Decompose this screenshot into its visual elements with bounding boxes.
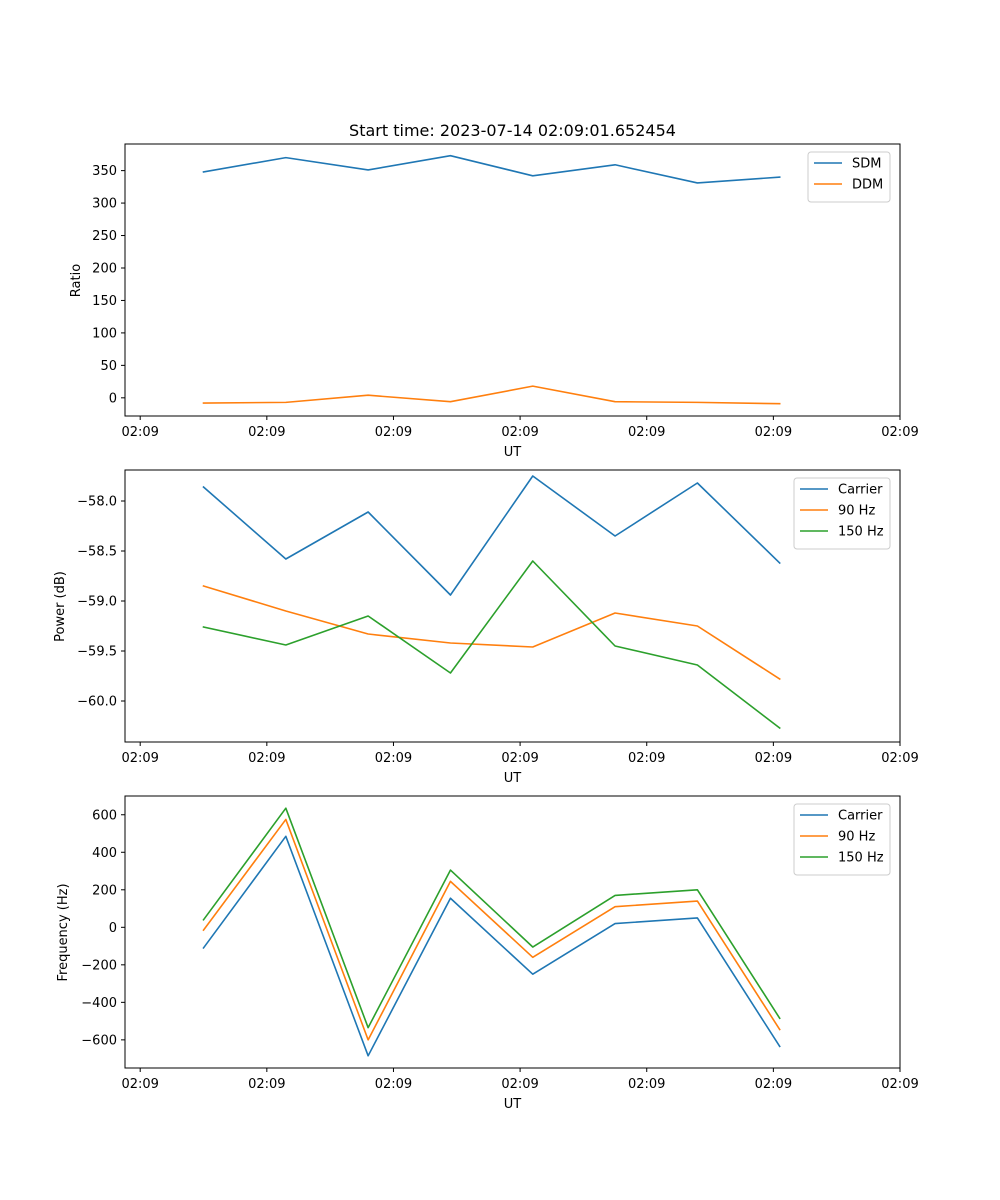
axes-frame [124,795,901,1069]
y-tick-label: 50 [100,359,117,374]
x-tick-label: 02:09 [501,425,538,440]
frequency-panel: UT Frequency (Hz) 02:09 02:09 02:09 02:09 02… [56,795,919,1112]
x-tick-label: 02:09 [121,425,158,440]
legend-label: DDM [852,178,883,193]
y-tick-label: 100 [92,326,117,341]
axes-frame [124,143,901,417]
legend-label: 90 Hz [838,830,875,845]
series-line-150-hz [202,807,781,1029]
y-tick-label: −59.0 [77,595,117,610]
x-tick-label: 02:09 [375,425,412,440]
series-line-90-hz [202,585,781,681]
series-line-ddm [202,385,781,405]
x-tick-label: 02:09 [881,425,918,440]
y-tick-label: 0 [109,391,117,406]
x-axis-label: UT [504,1097,522,1112]
x-tick-label: 02:09 [881,1077,918,1092]
x-tick-label: 02:09 [248,751,285,766]
y-tick-label: −58.0 [77,495,117,510]
legend-label: Carrier [838,483,883,498]
y-tick-label: 600 [92,808,117,823]
ratio-panel: Start time: 2023-07-14 02:09:01.652454 U… [69,121,919,460]
y-axis-label: Frequency (Hz) [56,883,71,981]
y-tick-label: 200 [92,261,117,276]
x-tick-label: 02:09 [628,425,665,440]
legend-label: Carrier [838,809,883,824]
x-tick-label: 02:09 [501,1077,538,1092]
x-axis-label: UT [504,771,522,786]
y-tick-label: 200 [92,883,117,898]
y-tick-label: −200 [81,958,117,973]
series-line-carrier [202,475,781,596]
y-axis-label: Power (dB) [53,571,68,642]
y-tick-label: 250 [92,229,117,244]
x-tick-label: 02:09 [248,1077,285,1092]
y-tick-label: −600 [81,1033,117,1048]
y-tick-label: 0 [109,921,117,936]
y-tick-label: −400 [81,996,117,1011]
x-tick-label: 02:09 [375,751,412,766]
series-line-150-hz [202,560,781,730]
y-tick-label: −60.0 [77,695,117,710]
axes-frame [124,469,901,743]
x-tick-label: 02:09 [755,1077,792,1092]
series-line-sdm [202,154,781,184]
x-tick-label: 02:09 [628,1077,665,1092]
y-axis-label: Ratio [69,264,84,297]
y-tick-label: −58.5 [77,545,117,560]
x-tick-label: 02:09 [755,425,792,440]
x-tick-label: 02:09 [248,425,285,440]
x-tick-label: 02:09 [501,751,538,766]
y-tick-label: 400 [92,846,117,861]
power-panel: UT Power (dB) 02:09 02:09 02:09 02:09 02:09 0… [53,469,919,786]
series-line-carrier [202,835,781,1057]
x-tick-label: 02:09 [121,751,158,766]
legend-box [807,151,891,203]
y-tick-label: 300 [92,197,117,212]
chart-title: Start time: 2023-07-14 02:09:01.652454 [349,121,676,140]
legend-label: 150 Hz [838,525,884,540]
legend-label: 150 Hz [838,851,884,866]
x-axis-label: UT [504,445,522,460]
x-tick-label: 02:09 [375,1077,412,1092]
legend-label: SDM [852,157,881,172]
x-tick-label: 02:09 [628,751,665,766]
y-tick-label: 350 [92,164,117,179]
y-tick-label: −59.5 [77,645,117,660]
legend-label: 90 Hz [838,504,875,519]
x-tick-label: 02:09 [121,1077,158,1092]
y-tick-label: 150 [92,294,117,309]
series-line-90-hz [202,818,781,1041]
x-tick-label: 02:09 [881,751,918,766]
x-tick-label: 02:09 [755,751,792,766]
